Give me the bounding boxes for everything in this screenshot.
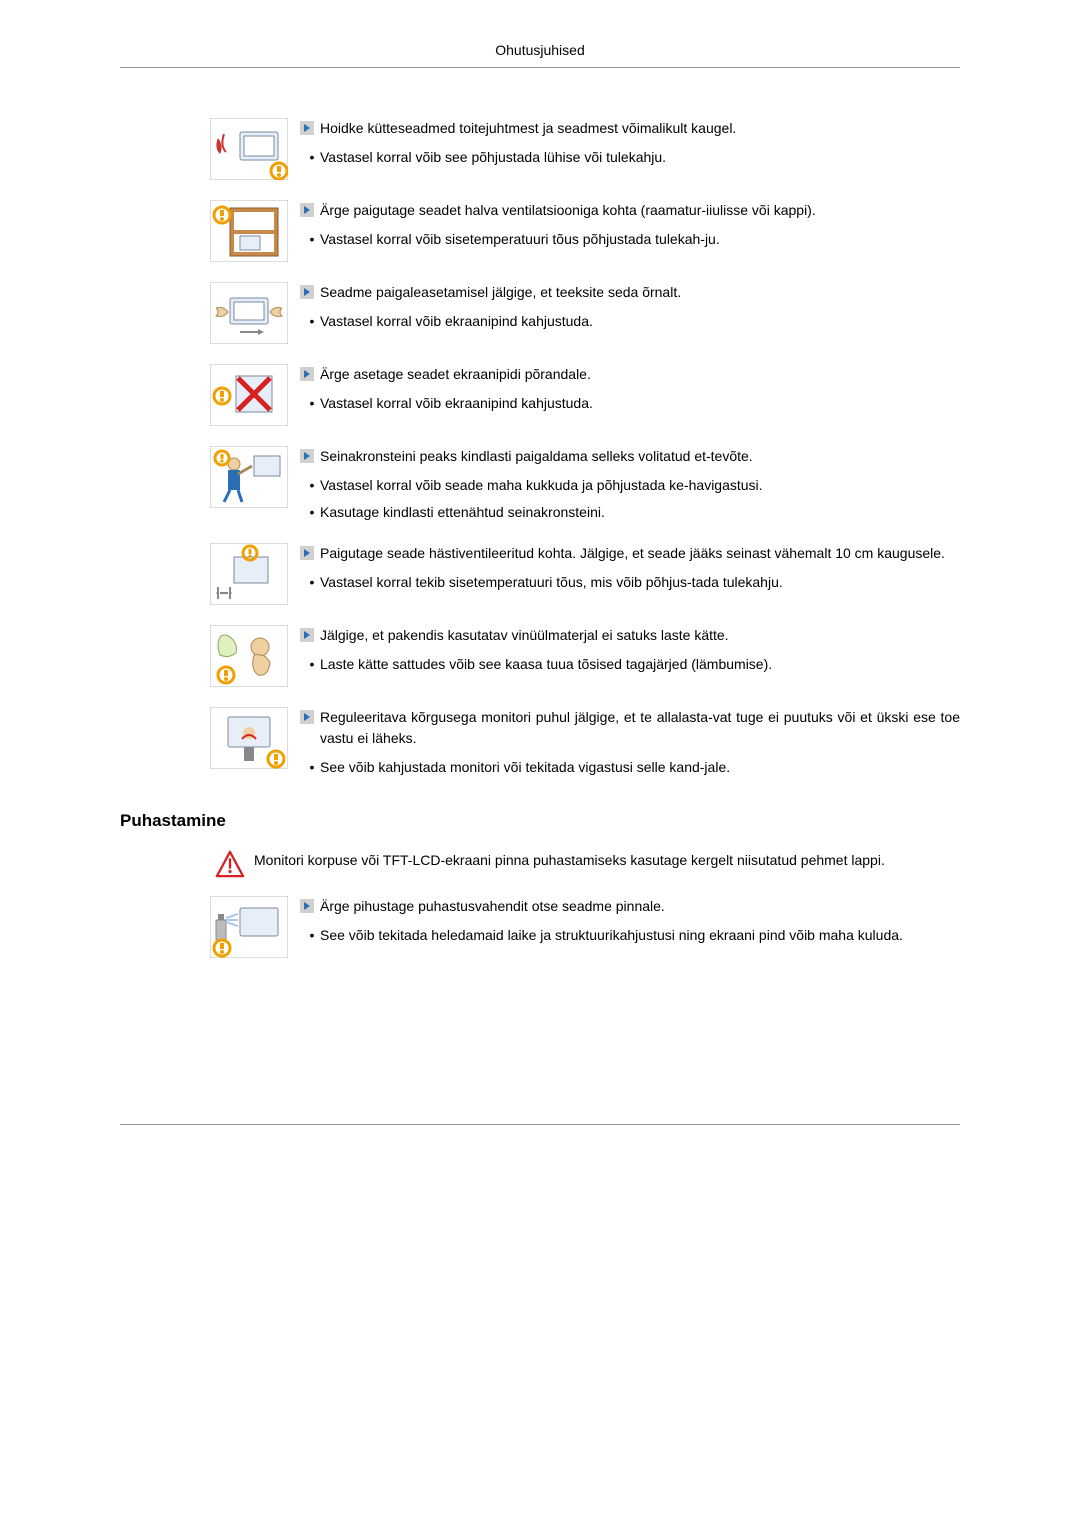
- header-title: Ohutusjuhised: [495, 42, 585, 58]
- main-instruction-text: Ärge asetage seadet ekraanipidi põrandal…: [320, 364, 591, 385]
- bullet-dot: •: [304, 757, 320, 778]
- main-instruction: Ärge pihustage puhastusvahendit otse sea…: [300, 896, 960, 917]
- cleaning-intro-text: Monitori korpuse või TFT-LCD-ekraani pin…: [250, 850, 960, 871]
- cleaning-intro-row: Monitori korpuse või TFT-LCD-ekraani pin…: [210, 850, 960, 878]
- sub-bullet-text: Vastasel korral võib sisetemperatuuri tõ…: [320, 229, 960, 250]
- sub-bullet: • See võib tekitada heledamaid laike ja …: [300, 925, 960, 946]
- item-text-column: Hoidke kütteseadmed toitejuhtmest ja sea…: [300, 118, 960, 174]
- sub-bullet-text: See võib kahjustada monitori või tekitad…: [320, 757, 960, 778]
- item-text-column: Jälgige, et pakendis kasutatav vinüülmat…: [300, 625, 960, 681]
- main-instruction: Seinakronsteini peaks kindlasti paigalda…: [300, 446, 960, 467]
- safety-item: Ärge pihustage puhastusvahendit otse sea…: [210, 896, 960, 964]
- main-instruction: Jälgige, et pakendis kasutatav vinüülmat…: [300, 625, 960, 646]
- bullet-arrow-icon: [300, 285, 314, 299]
- main-instruction: Ärge paigutage seadet halva ventilatsioo…: [300, 200, 960, 221]
- sub-bullet: • Laste kätte sattudes võib see kaasa tu…: [300, 654, 960, 675]
- main-instruction: Seadme paigaleasetamisel jälgige, et tee…: [300, 282, 960, 303]
- sub-bullet-text: Vastasel korral tekib sisetemperatuuri t…: [320, 572, 960, 593]
- sub-bullet-text: Vastasel korral võib ekraanipind kahjust…: [320, 311, 960, 332]
- item-text-column: Ärge paigutage seadet halva ventilatsioo…: [300, 200, 960, 256]
- sub-bullet-text: Laste kätte sattudes võib see kaasa tuua…: [320, 654, 960, 675]
- sub-bullet-text: See võib tekitada heledamaid laike ja st…: [320, 925, 960, 946]
- safety-item: Seinakronsteini peaks kindlasti paigalda…: [210, 446, 960, 529]
- cleaning-title: Puhastamine: [120, 808, 960, 834]
- sub-bullet: • Vastasel korral võib sisetemperatuuri …: [300, 229, 960, 250]
- item-text-column: Seadme paigaleasetamisel jälgige, et tee…: [300, 282, 960, 338]
- main-instruction-text: Seadme paigaleasetamisel jälgige, et tee…: [320, 282, 681, 303]
- sub-bullet: • See võib kahjustada monitori või tekit…: [300, 757, 960, 778]
- bullet-dot: •: [304, 229, 320, 250]
- bullet-arrow-icon: [300, 710, 314, 724]
- bullet-dot: •: [304, 502, 320, 523]
- item-text-column: Ärge pihustage puhastusvahendit otse sea…: [300, 896, 960, 952]
- content: Hoidke kütteseadmed toitejuhtmest ja sea…: [120, 118, 960, 964]
- sub-bullet: • Vastasel korral võib see põhjustada lü…: [300, 147, 960, 168]
- bullet-arrow-icon: [300, 546, 314, 560]
- main-instruction-text: Ärge paigutage seadet halva ventilatsioo…: [320, 200, 816, 221]
- illustration-icon: [210, 707, 300, 775]
- illustration-icon: [210, 543, 300, 611]
- bullet-dot: •: [304, 572, 320, 593]
- item-text-column: Seinakronsteini peaks kindlasti paigalda…: [300, 446, 960, 529]
- bullet-dot: •: [304, 925, 320, 946]
- bullet-arrow-icon: [300, 899, 314, 913]
- bullet-arrow-icon: [300, 628, 314, 642]
- safety-item: Reguleeritava kõrgusega monitori puhul j…: [210, 707, 960, 784]
- bullet-arrow-icon: [300, 203, 314, 217]
- warning-triangle-icon: [210, 850, 250, 878]
- bullet-dot: •: [304, 393, 320, 414]
- main-instruction: Hoidke kütteseadmed toitejuhtmest ja sea…: [300, 118, 960, 139]
- main-instruction-text: Jälgige, et pakendis kasutatav vinüülmat…: [320, 625, 729, 646]
- illustration-icon: [210, 118, 300, 186]
- safety-item: Ärge paigutage seadet halva ventilatsioo…: [210, 200, 960, 268]
- sub-bullet: • Vastasel korral võib seade maha kukkud…: [300, 475, 960, 496]
- bullet-dot: •: [304, 654, 320, 675]
- sub-bullet-text: Vastasel korral võib see põhjustada lühi…: [320, 147, 960, 168]
- footer-divider: [120, 1124, 960, 1125]
- bullet-arrow-icon: [300, 367, 314, 381]
- bullet-arrow-icon: [300, 449, 314, 463]
- illustration-icon: [210, 364, 300, 432]
- main-instruction-text: Ärge pihustage puhastusvahendit otse sea…: [320, 896, 665, 917]
- main-instruction: Ärge asetage seadet ekraanipidi põrandal…: [300, 364, 960, 385]
- safety-item: Hoidke kütteseadmed toitejuhtmest ja sea…: [210, 118, 960, 186]
- sub-bullet-text: Kasutage kindlasti ettenähtud seinakrons…: [320, 502, 960, 523]
- safety-item: Jälgige, et pakendis kasutatav vinüülmat…: [210, 625, 960, 693]
- sub-bullet: • Vastasel korral võib ekraanipind kahju…: [300, 311, 960, 332]
- illustration-icon: [210, 896, 300, 964]
- main-instruction: Reguleeritava kõrgusega monitori puhul j…: [300, 707, 960, 749]
- bullet-dot: •: [304, 475, 320, 496]
- safety-item: Ärge asetage seadet ekraanipidi põrandal…: [210, 364, 960, 432]
- sub-bullet: • Vastasel korral tekib sisetemperatuuri…: [300, 572, 960, 593]
- safety-item: Seadme paigaleasetamisel jälgige, et tee…: [210, 282, 960, 350]
- main-instruction-text: Reguleeritava kõrgusega monitori puhul j…: [320, 707, 960, 749]
- item-text-column: Reguleeritava kõrgusega monitori puhul j…: [300, 707, 960, 784]
- sub-bullet-text: Vastasel korral võib seade maha kukkuda …: [320, 475, 960, 496]
- main-instruction-text: Seinakronsteini peaks kindlasti paigalda…: [320, 446, 753, 467]
- illustration-icon: [210, 200, 300, 268]
- main-instruction-text: Paigutage seade hästiventileeritud kohta…: [320, 543, 945, 564]
- illustration-icon: [210, 625, 300, 693]
- sub-bullet: • Vastasel korral võib ekraanipind kahju…: [300, 393, 960, 414]
- page-header: Ohutusjuhised: [120, 40, 960, 68]
- bullet-dot: •: [304, 311, 320, 332]
- item-text-column: Paigutage seade hästiventileeritud kohta…: [300, 543, 960, 599]
- safety-item: Paigutage seade hästiventileeritud kohta…: [210, 543, 960, 611]
- item-text-column: Ärge asetage seadet ekraanipidi põrandal…: [300, 364, 960, 420]
- main-instruction-text: Hoidke kütteseadmed toitejuhtmest ja sea…: [320, 118, 736, 139]
- illustration-icon: [210, 282, 300, 350]
- sub-bullet-text: Vastasel korral võib ekraanipind kahjust…: [320, 393, 960, 414]
- bullet-arrow-icon: [300, 121, 314, 135]
- illustration-icon: [210, 446, 300, 514]
- main-instruction: Paigutage seade hästiventileeritud kohta…: [300, 543, 960, 564]
- bullet-dot: •: [304, 147, 320, 168]
- sub-bullet: • Kasutage kindlasti ettenähtud seinakro…: [300, 502, 960, 523]
